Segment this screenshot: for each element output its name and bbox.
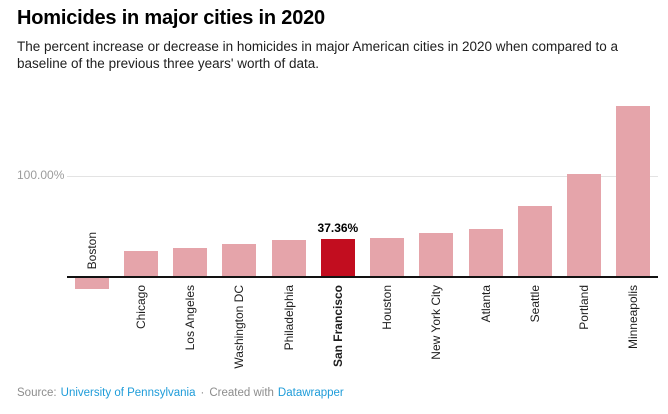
x-label-new-york-city: New York City (429, 285, 444, 360)
source-link[interactable]: University of Pennsylvania (60, 387, 196, 399)
x-axis-baseline (67, 276, 658, 278)
bar-minneapolis[interactable] (616, 105, 651, 277)
bar-philadelphia[interactable] (271, 239, 306, 277)
bar-seattle[interactable] (517, 205, 552, 277)
created-with-label: Created with (209, 387, 274, 399)
plot-area (67, 96, 658, 289)
x-label-san-francisco: San Francisco (330, 285, 345, 368)
bar-boston[interactable] (74, 277, 109, 289)
x-label-washington-dc: Washington DC (232, 285, 247, 369)
attribution-footer: Source: University of Pennsylvania · Create… (17, 387, 344, 399)
chart-subtitle: The percent increase or decrease in homi… (17, 39, 619, 71)
x-label-minneapolis: Minneapolis (626, 285, 641, 350)
bar-los-angeles[interactable] (173, 247, 208, 277)
source-label: Source: (17, 387, 57, 399)
footer-separator: · (200, 387, 205, 399)
x-label-philadelphia: Philadelphia (281, 285, 296, 351)
gridline-100 (67, 176, 658, 177)
bar-houston[interactable] (370, 237, 405, 277)
x-label-houston: Houston (380, 285, 395, 330)
datawrapper-link[interactable]: Datawrapper (277, 387, 344, 399)
bar-san-francisco[interactable] (320, 239, 355, 277)
x-label-portland: Portland (577, 285, 592, 330)
bar-atlanta[interactable] (468, 229, 503, 277)
x-label-atlanta: Atlanta (478, 285, 493, 323)
x-label-chicago: Chicago (133, 285, 148, 330)
bar-washington-dc[interactable] (222, 243, 257, 277)
x-label-los-angeles: Los Angeles (183, 285, 198, 351)
highlight-value-label: 37.36% (317, 221, 359, 236)
chart-title: Homicides in major cities in 2020 (17, 7, 325, 29)
bar-portland[interactable] (567, 173, 602, 277)
bar-new-york-city[interactable] (419, 232, 454, 277)
bar-chicago[interactable] (123, 250, 158, 277)
x-label-seattle: Seattle (527, 285, 542, 323)
y-tick-label: 100.00% (17, 168, 65, 182)
